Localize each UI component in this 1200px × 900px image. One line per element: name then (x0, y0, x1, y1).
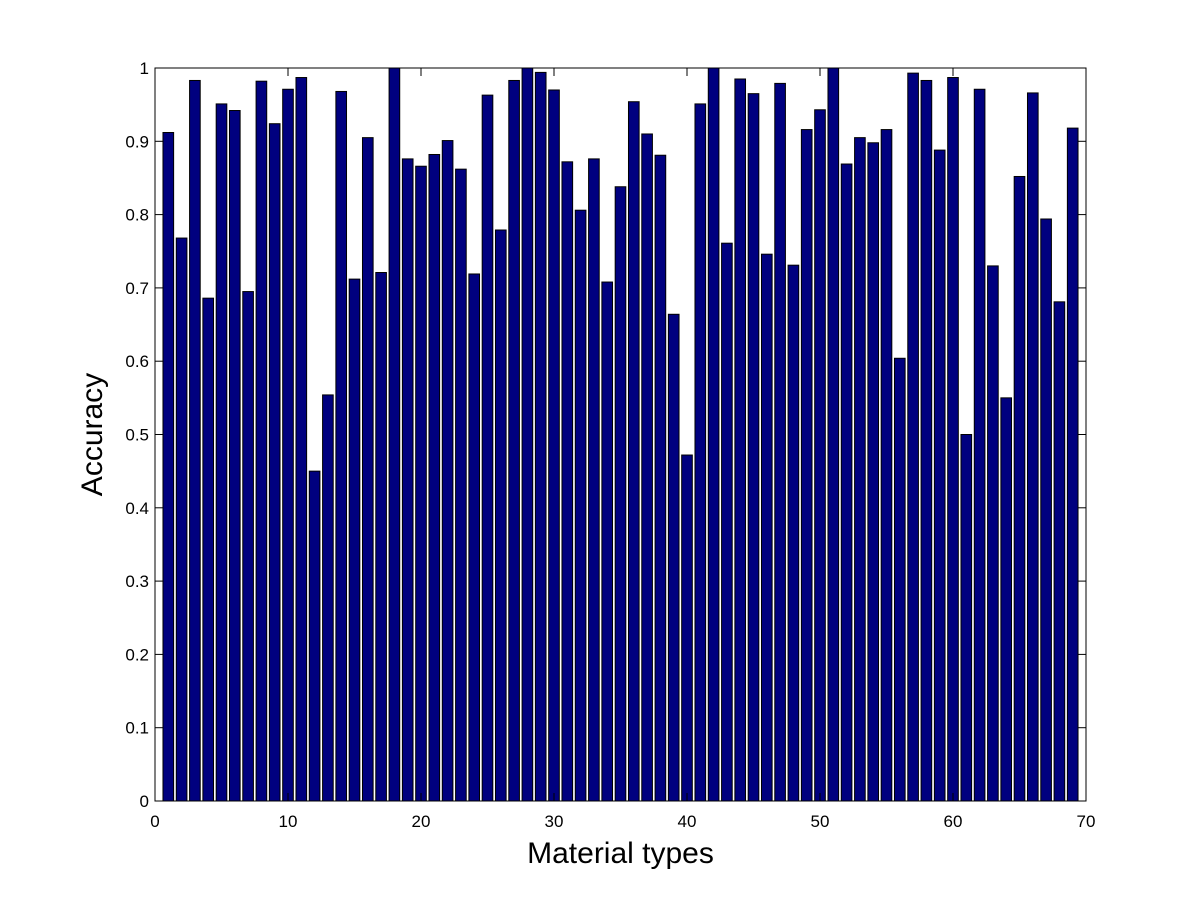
bar (255, 80, 268, 802)
bar (1026, 92, 1039, 802)
y-tick-label: 0.7 (125, 279, 149, 298)
y-tick-label: 0.8 (125, 206, 149, 225)
bar (375, 272, 387, 802)
x-tick-label: 40 (678, 812, 697, 831)
y-axis-label: Accuracy (76, 373, 109, 496)
bar (348, 278, 361, 802)
bar (441, 140, 454, 802)
bar (800, 129, 813, 802)
x-tick-label: 70 (1077, 812, 1096, 831)
y-tick-label: 0.4 (125, 499, 149, 518)
bar (1013, 175, 1026, 802)
bar (228, 110, 241, 802)
y-tick-label: 1 (140, 59, 149, 78)
bar (1066, 127, 1079, 802)
bar (827, 67, 840, 802)
bar (760, 253, 773, 802)
y-tick-label: 0.6 (125, 352, 149, 371)
y-tick-label: 0.5 (125, 426, 149, 445)
bar (189, 79, 201, 802)
bar (734, 78, 747, 802)
bar (854, 137, 866, 802)
bar (215, 103, 228, 802)
bar (747, 93, 760, 802)
y-tick-label: 0.3 (125, 572, 149, 591)
bar (973, 88, 986, 802)
bar (521, 67, 534, 802)
bar (175, 237, 188, 802)
bar (282, 88, 294, 802)
ticks-group: 0 10 20 30 40 50 60 70 0 0.1 0.2 0.3 0.4 0.5 0.6 0.7 0.8… (125, 59, 1095, 831)
bar (654, 154, 667, 802)
bar (295, 77, 308, 802)
bar (588, 158, 600, 802)
bar (481, 94, 494, 802)
bar (561, 161, 574, 802)
bar (721, 242, 733, 802)
bar (1053, 301, 1066, 802)
bar (987, 265, 999, 802)
bar (534, 71, 547, 802)
bar (242, 291, 254, 802)
bar (960, 434, 973, 802)
bar (388, 67, 401, 802)
bar (681, 454, 693, 802)
bar (641, 133, 653, 802)
bar (455, 168, 467, 802)
bar (1000, 397, 1013, 802)
bar (627, 101, 640, 802)
bar (428, 153, 441, 802)
bar (947, 77, 959, 802)
y-tick-label: 0 (140, 792, 149, 811)
y-tick-label: 0.9 (125, 132, 149, 151)
y-tick-label: 0.2 (125, 645, 149, 664)
bar (614, 186, 627, 802)
bar (920, 79, 933, 802)
bar (401, 158, 414, 802)
bar (268, 123, 281, 802)
bar (202, 297, 215, 802)
bar (322, 394, 334, 802)
bar (707, 67, 720, 802)
bar (907, 72, 919, 802)
y-tick-label: 0.1 (125, 719, 149, 738)
bar (840, 163, 853, 802)
bar (893, 357, 906, 802)
bar (933, 149, 946, 802)
bar (814, 109, 826, 802)
x-tick-label: 30 (545, 812, 564, 831)
x-axis-label: Material types (527, 837, 714, 870)
bar (867, 142, 880, 802)
bar (361, 137, 374, 802)
bar (308, 470, 321, 802)
bar (694, 103, 707, 802)
x-tick-label: 60 (944, 812, 963, 831)
bar (574, 209, 587, 802)
bar (880, 129, 893, 802)
bar (335, 90, 348, 802)
bar (468, 273, 481, 802)
bar (601, 281, 614, 802)
bar (162, 132, 175, 802)
bar (415, 165, 427, 802)
x-tick-label: 0 (150, 812, 159, 831)
bar (787, 264, 800, 802)
x-tick-label: 50 (811, 812, 830, 831)
bar (667, 313, 680, 802)
x-tick-label: 10 (279, 812, 298, 831)
bar (494, 229, 507, 802)
x-tick-label: 20 (412, 812, 431, 831)
bar (774, 82, 786, 802)
bar (548, 89, 560, 802)
bar (1040, 218, 1052, 802)
bar (508, 79, 520, 802)
